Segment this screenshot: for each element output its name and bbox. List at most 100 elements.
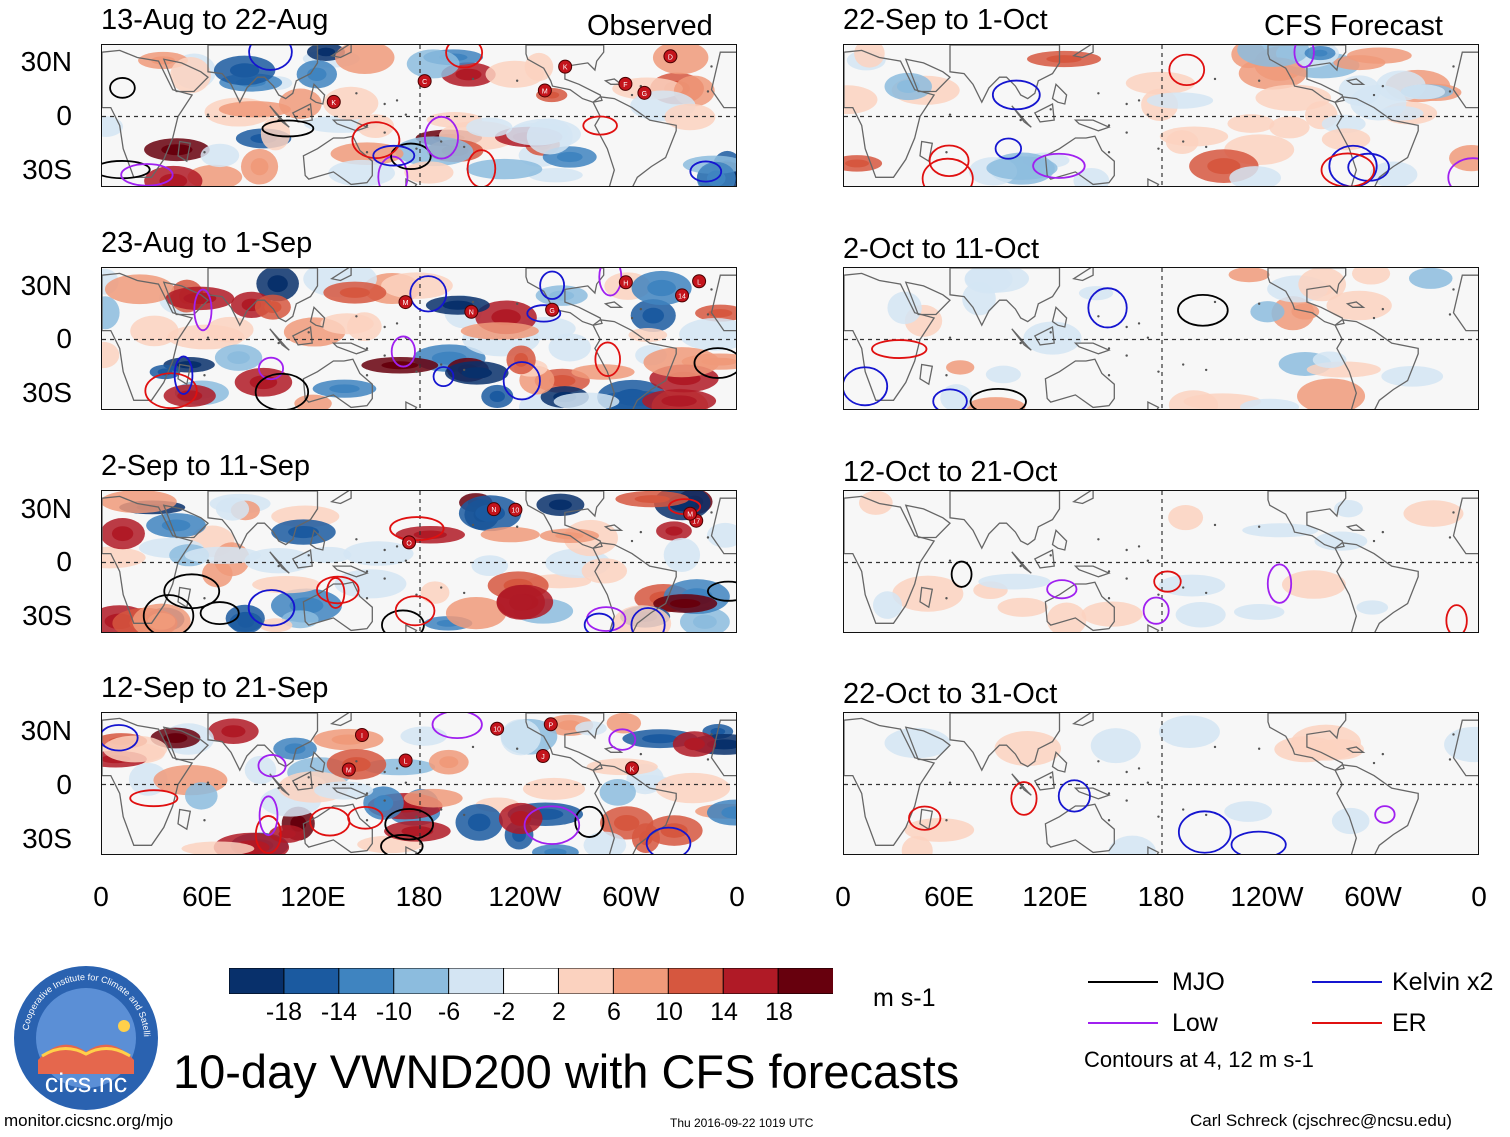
tropical-cyclone-marker: M — [537, 83, 552, 98]
coastline — [1452, 497, 1478, 555]
island — [1097, 315, 1100, 318]
footer-author: Carl Schreck (cjschrec@ncsu.edu) — [1190, 1111, 1452, 1130]
lon-label: 120E — [280, 881, 346, 912]
coastline — [1044, 803, 1115, 854]
colorbar-swatch — [777, 967, 835, 995]
wind-anomaly-blob — [581, 558, 628, 584]
coastline — [1147, 401, 1160, 409]
coastline — [1334, 764, 1419, 854]
island — [1107, 347, 1111, 350]
island — [355, 92, 358, 95]
coastline — [162, 58, 209, 93]
wind-anomaly-blob — [1314, 531, 1368, 551]
island — [383, 799, 386, 802]
wind-anomaly-blob — [1158, 715, 1220, 749]
island — [1146, 559, 1150, 562]
wave-contour — [574, 805, 605, 838]
tropical-cyclone-marker: P — [543, 717, 558, 732]
wind-anomaly-blob — [1125, 71, 1196, 95]
cics-logo: Cooperative Institute for Climate and Sa… — [9, 956, 160, 1112]
coastline — [592, 96, 677, 186]
island — [1125, 799, 1128, 802]
coastline — [1073, 119, 1111, 132]
island — [515, 525, 519, 528]
footer-timestamp: Thu 2016-09-22 1019 UTC — [670, 1116, 814, 1130]
contours-note: Contours at 4, 12 m s-1 — [1084, 1047, 1314, 1072]
coastline — [162, 726, 209, 761]
wind-anomaly-blob — [1168, 504, 1204, 531]
wind-anomaly-core — [278, 829, 296, 839]
cyclone-label: K — [630, 766, 635, 773]
lat-label-eq: 0 — [56, 323, 72, 354]
wave-contour — [1320, 152, 1376, 186]
cyclone-icon — [683, 506, 698, 521]
island — [206, 781, 210, 784]
lon-label: 120W — [1230, 881, 1304, 912]
footer-url[interactable]: monitor.cicsnc.org/mjo — [4, 1111, 174, 1130]
island — [1452, 511, 1455, 514]
coastline — [330, 45, 352, 59]
wave-contour — [608, 728, 637, 751]
coastline — [1073, 565, 1111, 578]
island — [440, 363, 443, 366]
wave-contour — [347, 805, 384, 830]
wave-contour — [381, 609, 425, 632]
coastline — [949, 268, 1061, 327]
wind-anomaly-blob — [500, 719, 541, 756]
wind-anomaly-blob — [1240, 398, 1300, 409]
tropical-cyclone-marker: 10 — [508, 502, 523, 517]
coastline — [949, 713, 1061, 772]
coastline — [207, 45, 319, 104]
tropical-cyclone-marker: F — [618, 76, 633, 91]
tropical-cyclone-marker: M — [398, 295, 413, 310]
coastline — [405, 401, 418, 409]
observed-map-3: 17 10 M O N — [101, 490, 737, 633]
wind-anomaly-core — [288, 525, 319, 539]
island — [1125, 131, 1128, 134]
wind-anomaly-blob — [526, 118, 573, 155]
island — [355, 315, 358, 318]
wind-anomaly-core — [556, 151, 583, 163]
wave-contour — [142, 594, 195, 632]
wind-anomaly-blob — [1338, 75, 1381, 106]
island — [1146, 336, 1150, 339]
island — [307, 331, 310, 334]
coastline — [844, 272, 936, 401]
island — [383, 131, 386, 134]
cyclone-icon — [545, 302, 560, 317]
wind-anomaly-blob — [420, 581, 450, 604]
lon-label: 60E — [924, 881, 974, 912]
wind-anomaly-blob — [706, 522, 736, 548]
island — [1097, 760, 1100, 763]
colorbar-swatch — [283, 967, 340, 995]
island — [365, 124, 369, 127]
island — [1381, 752, 1385, 756]
island — [1448, 90, 1452, 93]
wind-anomaly-blob — [522, 777, 586, 800]
wind-anomaly-core — [669, 599, 701, 608]
coastline — [1452, 274, 1478, 332]
island — [945, 819, 948, 822]
island — [395, 545, 399, 548]
legend-label-er: ER — [1392, 1009, 1427, 1037]
wind-anomaly-core — [661, 395, 697, 407]
wave-contour — [1266, 563, 1293, 604]
wind-anomaly-blob — [102, 341, 120, 369]
wave-contour — [706, 580, 736, 602]
coastline — [710, 274, 736, 332]
coastline — [291, 770, 313, 791]
island — [1125, 770, 1128, 774]
island — [307, 554, 310, 557]
wind-anomaly-blob — [445, 596, 507, 630]
coastline — [177, 140, 192, 163]
wave-contour — [1087, 287, 1128, 329]
forecast-panel-title-3: 12-Oct to 21-Oct — [843, 456, 1058, 488]
island — [203, 819, 206, 822]
wind-anomaly-blob — [606, 713, 642, 734]
island — [1107, 151, 1111, 154]
island — [277, 564, 280, 568]
coastline — [309, 529, 326, 551]
wind-anomaly-blob — [844, 85, 878, 115]
island — [1213, 77, 1217, 81]
wave-contour — [950, 560, 973, 588]
